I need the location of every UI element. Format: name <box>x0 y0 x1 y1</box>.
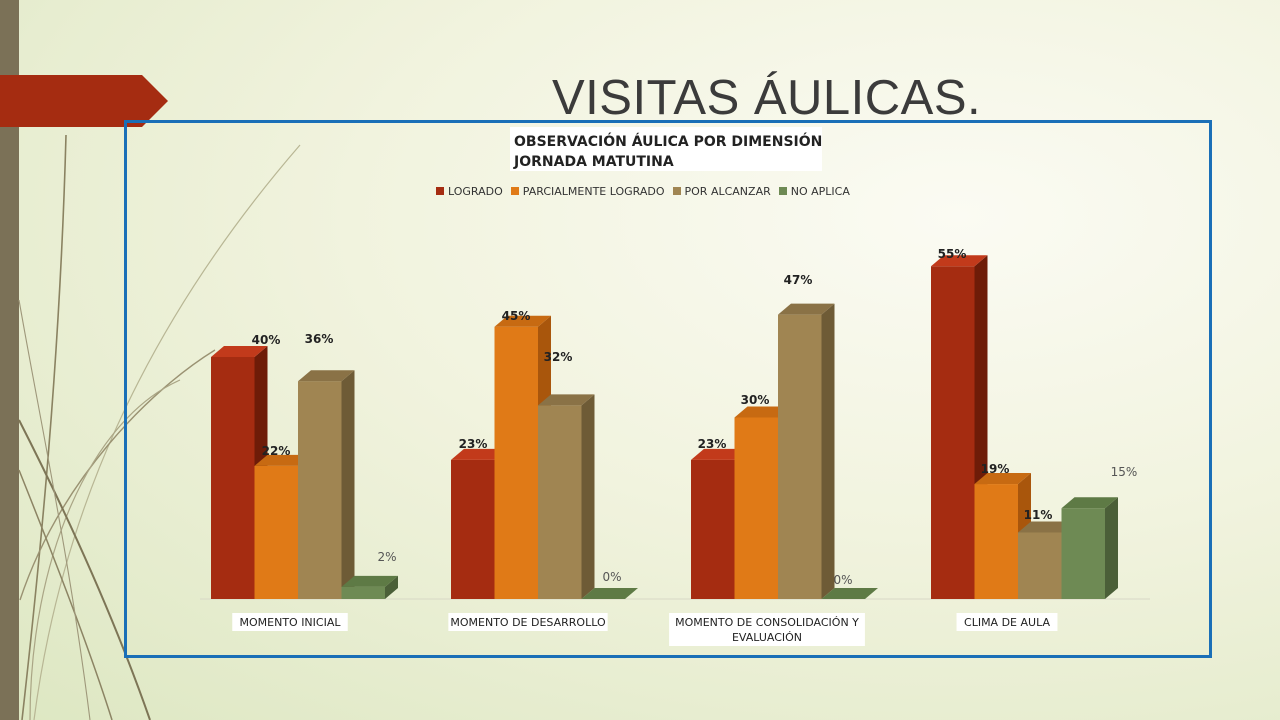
data-label-no-aplica-momento-de-consolidacion-y: 0% <box>833 573 852 587</box>
legend-item-parcialmente-logrado: PARCIALMENTE LOGRADO <box>510 184 665 198</box>
data-label-logrado-momento-de-desarrollo: 23% <box>459 437 488 451</box>
title-accent-tab <box>0 75 168 127</box>
svg-text:MOMENTO INICIAL: MOMENTO INICIAL <box>240 616 342 629</box>
legend-item-logrado: LOGRADO <box>436 185 503 198</box>
data-label-parcialmente-logrado-momento-de-desarrollo: 45% <box>502 309 531 323</box>
left-accent-bar <box>0 0 19 720</box>
legend-label-no-aplica: NO APLICA <box>790 184 850 198</box>
chart-title-line-2: JORNADA MATUTINA <box>514 154 674 170</box>
legend-item-no-aplica: NO APLICA <box>778 184 850 198</box>
x-tick-label-momento-de-consolidacion-y: MOMENTO DE CONSOLIDACIÓN Y EVALUACIÓN <box>669 613 865 646</box>
legend-label-por-alcanzar: POR ALCANZAR <box>684 184 771 198</box>
bar-por-alcanzar-momento-de-desarrollo <box>538 394 595 599</box>
bar-por-alcanzar-momento-inicial <box>298 370 355 599</box>
chart-frame <box>124 120 1212 658</box>
x-tick-label-clima-de-aula: CLIMA DE AULA <box>956 613 1058 631</box>
svg-text:MOMENTO DE CONSOLIDACIÓN Y: MOMENTO DE CONSOLIDACIÓN Y <box>675 616 859 629</box>
data-label-logrado-momento-de-consolidacion-y: 23% <box>698 437 727 451</box>
legend-label-parcialmente-logrado: PARCIALMENTE LOGRADO <box>522 184 665 198</box>
chart-title: OBSERVACIÓN ÁULICA POR DIMENSIÓN JORNADA… <box>514 132 822 172</box>
legend-swatch-parcialmente-logrado <box>510 187 519 195</box>
data-label-parcialmente-logrado-clima-de-aula: 19% <box>981 462 1010 476</box>
chart-title-line-1: OBSERVACIÓN ÁULICA POR DIMENSIÓN <box>514 134 823 150</box>
data-label-por-alcanzar-momento-de-desarrollo: 32% <box>544 350 573 364</box>
legend-swatch-no-aplica <box>778 187 787 195</box>
bar-no-aplica-momento-de-consolidacion-y <box>821 588 878 599</box>
data-label-por-alcanzar-momento-inicial: 36% <box>305 332 334 346</box>
data-label-no-aplica-momento-de-desarrollo: 0% <box>602 570 621 584</box>
bar-no-aplica-momento-de-desarrollo <box>581 588 638 599</box>
x-tick-label-momento-inicial: MOMENTO INICIAL <box>232 613 348 631</box>
chart-title-box <box>510 127 822 171</box>
data-label-no-aplica-clima-de-aula: 15% <box>1111 465 1138 479</box>
data-label-logrado-momento-inicial: 40% <box>252 333 281 347</box>
data-label-parcialmente-logrado-momento-de-consolidacion-y: 30% <box>741 393 770 407</box>
svg-text:MOMENTO DE DESARROLLO: MOMENTO DE DESARROLLO <box>450 616 606 629</box>
slide-title: VISITAS ÁULICAS. <box>552 71 982 125</box>
data-label-por-alcanzar-momento-de-consolidacion-y: 47% <box>784 273 813 287</box>
bar-por-alcanzar-momento-de-consolidacion-y <box>778 303 835 599</box>
legend-label-logrado: LOGRADO <box>448 184 503 198</box>
svg-text:CLIMA DE AULA: CLIMA DE AULA <box>964 616 1050 629</box>
data-label-por-alcanzar-clima-de-aula: 11% <box>1024 508 1053 522</box>
bar-no-aplica-momento-inicial <box>341 575 398 599</box>
bar-parcialmente-logrado-momento-de-desarrollo <box>494 315 551 599</box>
data-label-no-aplica-momento-inicial: 2% <box>377 550 396 564</box>
legend-swatch-por-alcanzar <box>672 187 681 195</box>
chart-legend: LOGRADO PARCIALMENTE LOGRADO POR ALCANZA… <box>436 184 850 198</box>
legend-item-por-alcanzar: POR ALCANZAR <box>672 184 771 198</box>
data-label-logrado-clima-de-aula: 55% <box>938 247 967 261</box>
data-label-parcialmente-logrado-momento-inicial: 22% <box>262 444 291 458</box>
x-tick-label-momento-de-desarrollo: MOMENTO DE DESARROLLO <box>448 613 608 631</box>
bar-logrado-momento-inicial <box>211 346 268 599</box>
legend-swatch-logrado <box>436 187 444 195</box>
bar-no-aplica-clima-de-aula <box>1061 497 1118 599</box>
svg-text:EVALUACIÓN: EVALUACIÓN <box>732 631 802 644</box>
